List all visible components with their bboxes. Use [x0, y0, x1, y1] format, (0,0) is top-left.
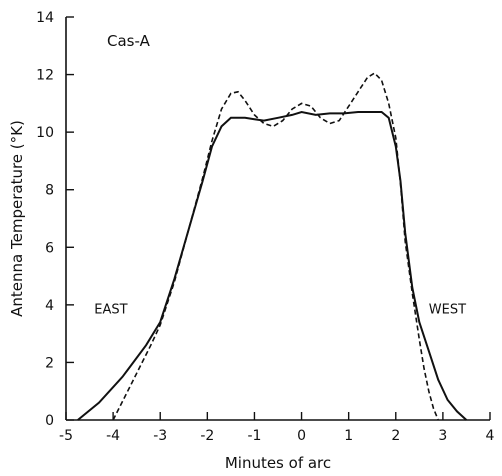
x-axis-title: Minutes of arc: [225, 454, 331, 472]
annotation-east: EAST: [94, 302, 127, 317]
x-tick-label: 3: [438, 428, 447, 444]
x-tick-label: -1: [247, 428, 261, 444]
x-tick-label: 4: [486, 428, 495, 444]
y-ticks: 0 2 4 6 8 10 12 14: [36, 10, 74, 429]
x-ticks: -5 -4 -3 -2 -1 0 1 2 3 4: [59, 412, 495, 444]
x-tick-label: -4: [106, 428, 120, 444]
axes: [65, 17, 490, 421]
y-tick-label: 8: [45, 183, 54, 199]
x-tick-label: -2: [200, 428, 214, 444]
series-group: [77, 72, 468, 421]
x-tick-label: 1: [344, 428, 353, 444]
chart-annotation-title: Cas-A: [107, 32, 151, 50]
x-tick-label: 0: [297, 428, 306, 444]
x-tick-label: 2: [391, 428, 400, 444]
y-tick-label: 12: [36, 68, 54, 84]
y-tick-label: 4: [45, 298, 54, 314]
annotation-west: WEST: [429, 302, 466, 317]
y-tick-label: 2: [45, 355, 54, 371]
y-tick-label: 0: [45, 413, 54, 429]
y-axis-title: Antenna Temperature (°K): [8, 120, 26, 317]
dashed-series-line: [112, 72, 439, 421]
y-tick-label: 6: [45, 240, 54, 256]
y-tick-label: 10: [36, 125, 54, 141]
x-tick-label: -3: [153, 428, 167, 444]
x-tick-label: -5: [59, 428, 73, 444]
y-tick-label: 14: [36, 10, 54, 26]
